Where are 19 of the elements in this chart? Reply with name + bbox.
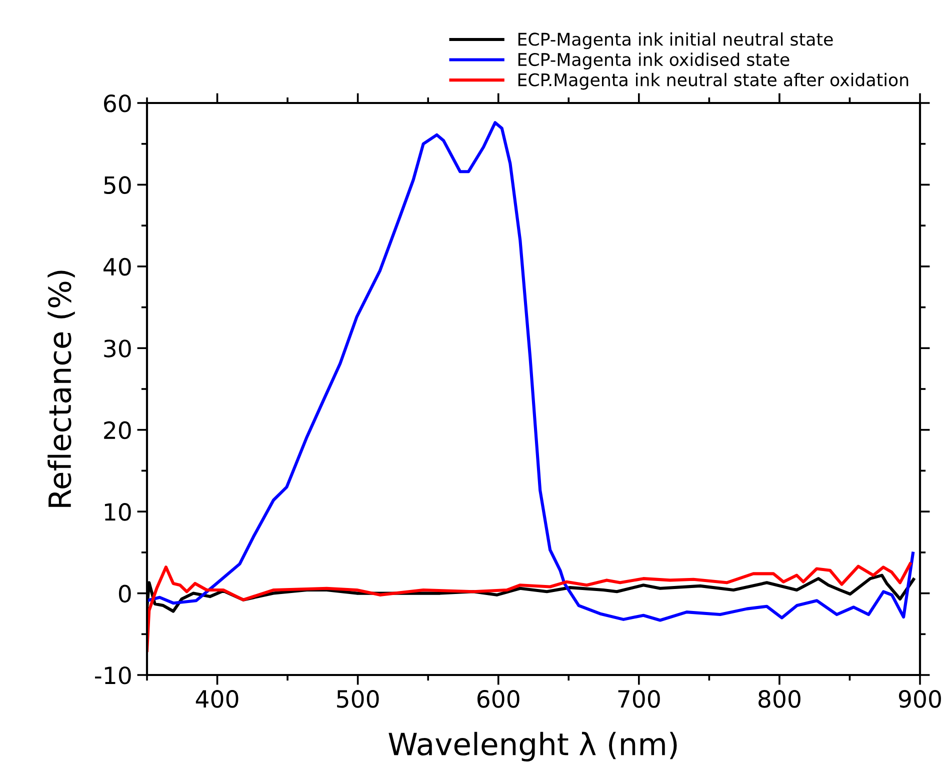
y-tick-label: 20 bbox=[104, 421, 131, 440]
x-tick-label: 600 bbox=[477, 690, 520, 708]
y-tick-label: 60 bbox=[104, 94, 131, 112]
y-tick-label: 30 bbox=[104, 340, 131, 358]
x-tick-label: 900 bbox=[898, 690, 941, 708]
legend-label: ECP-Magenta ink initial neutral state bbox=[518, 32, 833, 50]
legend-label: ECP-Magenta ink oxidised state bbox=[518, 52, 790, 70]
y-tick-label: -10 bbox=[95, 666, 131, 684]
y-tick-label: 0 bbox=[118, 584, 131, 603]
y-tick-label: 40 bbox=[104, 258, 131, 276]
x-tick-label: 400 bbox=[196, 690, 238, 708]
y-tick-label: 10 bbox=[104, 503, 131, 521]
x-tick-label: 500 bbox=[337, 690, 379, 708]
x-tick-label: 700 bbox=[618, 690, 660, 708]
y-tick-label: 50 bbox=[104, 176, 131, 194]
y-axis-title: Reflectance (%) bbox=[48, 270, 75, 507]
x-tick-label: 800 bbox=[758, 690, 800, 708]
x-axis-title: Wavelenght λ (nm) bbox=[388, 732, 677, 762]
legend-label: ECP.Magenta ink neutral state after oxidation bbox=[518, 72, 908, 90]
